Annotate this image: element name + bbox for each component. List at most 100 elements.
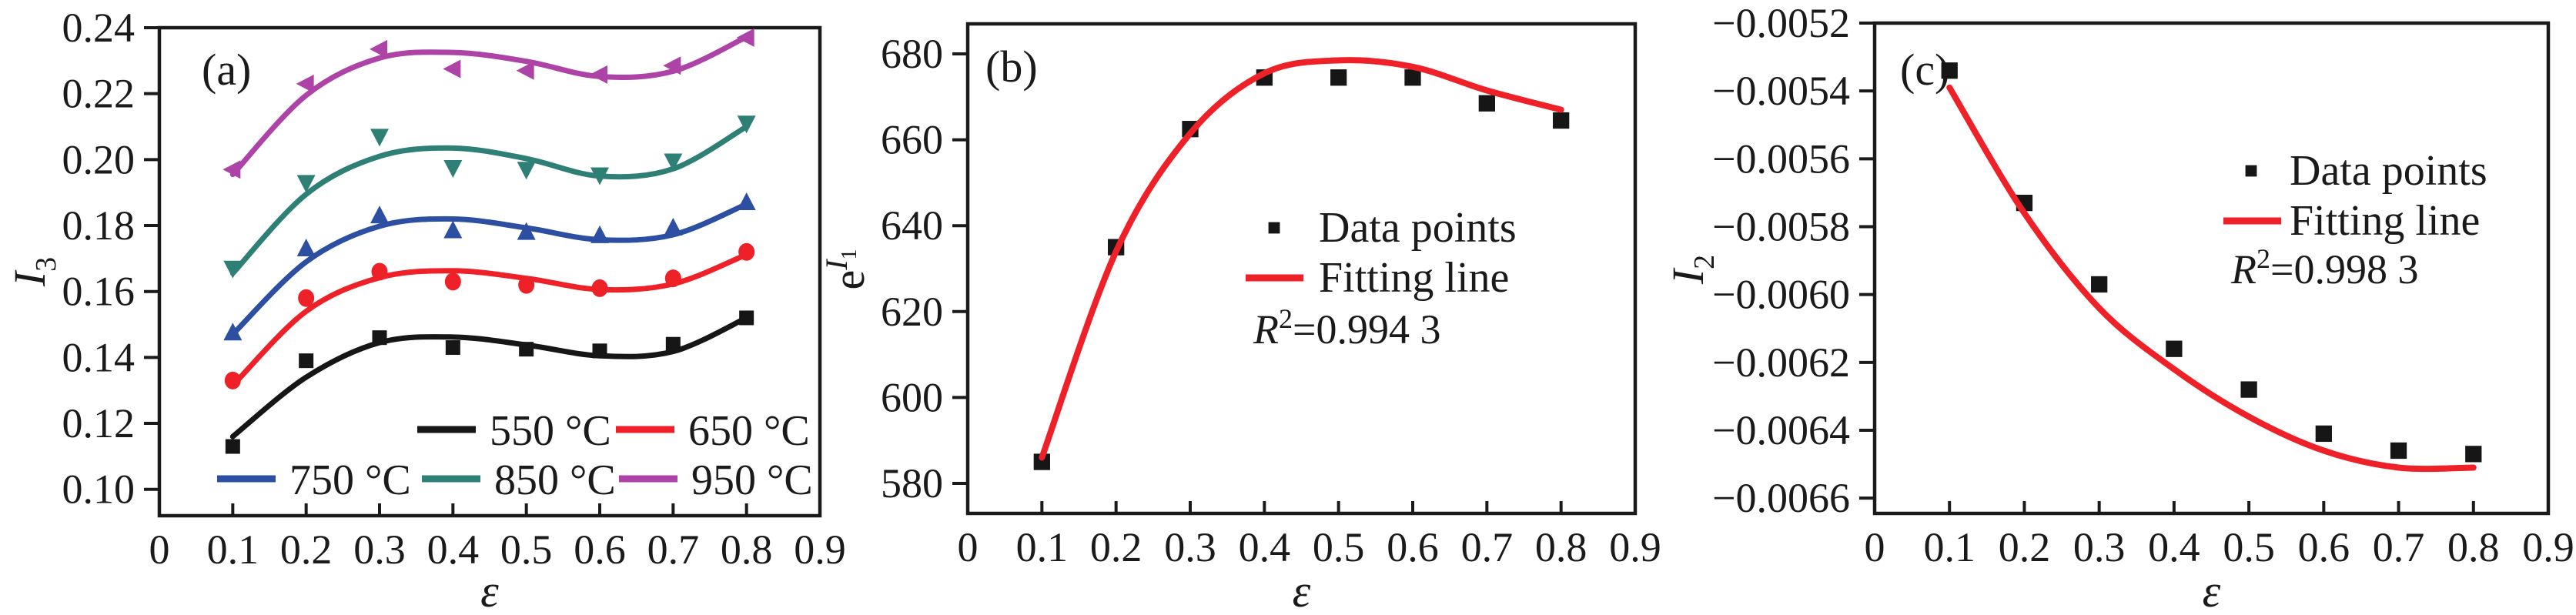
triangle-down-marker [664,153,683,172]
panel-c: 0 0.1 0.2 0.3 0.4 0.5 0.6 0.7 0.8 0.9−0.0052−0.00… [1663,0,2574,615]
triangle-up-marker [664,218,683,236]
series-950-°c [222,28,754,179]
x-tick-label: 0.7 [1461,524,1514,570]
square-marker [299,353,314,369]
x-tick-label: 0.6 [2298,524,2350,570]
square-marker [2091,276,2108,293]
square-marker [1033,453,1050,470]
y-tick-label: 0.18 [62,202,135,249]
y-axis: 580 600 620 640 660 680 [881,31,968,506]
square-marker [2240,381,2257,398]
circle-marker [664,269,681,288]
x-tick-label: 0 [958,524,979,570]
y-tick-label: 620 [881,289,943,335]
square-marker [2166,340,2183,357]
x-tick-label: 0.2 [1999,524,2051,570]
y-tick-label: 680 [881,31,943,77]
series-650-°c [224,242,755,389]
x-tick-label: 0.9 [1609,524,1661,570]
square-marker [225,439,240,454]
square-marker [2245,165,2257,177]
triangle-up-marker [296,239,316,257]
triangle-left-marker [736,28,754,47]
triangle-down-marker [223,260,243,279]
triangle-up-marker [370,206,389,224]
r-squared-value: R2=0.998 3 [2230,243,2418,292]
x-axis-label: ε [480,566,499,615]
triangle-left-marker [370,39,387,58]
y-tick-label: −0.0064 [1712,407,1850,453]
x-tick-label: 0.2 [1090,524,1142,570]
y-tick-label: 660 [881,117,943,163]
y-axis: 0.10 0.12 0.14 0.16 0.18 0.20 0.22 0.24 [62,5,159,513]
x-tick-label: 0.5 [2223,524,2275,570]
series-data-points [1941,62,2482,463]
legend-fitting-line-label: Fitting line [1319,254,1509,302]
y-axis-label: eI1 [819,249,874,289]
fit-curve [229,34,750,178]
circle-marker [444,272,461,291]
circle-marker [518,276,535,294]
y-tick-label: 640 [881,202,943,249]
y-tick-label: 580 [881,460,943,506]
triangle-left-marker [663,56,681,75]
square-marker [519,342,534,357]
circle-marker [298,289,315,307]
x-tick-label: 0.7 [2373,524,2425,570]
fitting-line [1039,57,1564,461]
square-marker [1268,222,1280,234]
legend-label: 950 °C [691,456,813,504]
x-axis-label: ε [1293,566,1311,615]
triangle-up-marker [590,225,609,243]
square-marker [445,340,460,356]
square-marker [739,310,754,326]
series-750-°c [223,192,756,341]
axes-box [157,25,822,518]
y-tick-label: 0.24 [62,5,135,51]
panel-letter: (a) [202,45,251,95]
legend: 550 °C 650 °C 750 °C 850 °C 950 °C [217,407,813,504]
triangle-down-marker [737,115,756,134]
y-tick-label: −0.0066 [1712,475,1850,521]
x-tick-label: 0.1 [1016,524,1069,570]
triangle-left-marker [296,74,314,93]
triangle-left-marker [590,65,607,84]
x-tick-label: 0.4 [1239,524,1291,570]
y-axis-label: I2 [1663,255,1721,285]
triangle-down-marker [443,160,463,179]
x-tick-label: 0.6 [1387,524,1439,570]
y-axis-label: I3 [5,257,62,287]
x-tick-label: 0.2 [280,526,333,573]
legend-data-points-label: Data points [2290,147,2487,195]
fit-curve [229,124,750,276]
x-tick-label: 0.8 [2447,524,2500,570]
x-tick-label: 0.9 [2522,524,2574,570]
y-tick-label: 0.10 [62,466,135,513]
y-tick-label: −0.0058 [1712,203,1850,249]
x-axis-label: ε [2203,566,2221,615]
triangle-left-marker [516,61,534,80]
x-tick-label: 0.6 [574,526,626,573]
triangle-up-marker [737,192,756,211]
y-tick-label: −0.0052 [1712,0,1850,46]
fitting-line [1946,84,2477,473]
x-tick-label: 0.4 [2148,524,2200,570]
circle-marker [591,279,608,297]
y-axis: −0.0052 −0.0054 −0.0056 −0.0058 −0.0060 −0.00… [1712,0,1875,521]
square-marker [372,330,387,346]
x-tick-label: 0.8 [1535,524,1587,570]
circle-marker [738,242,755,261]
x-tick-label: 0.3 [353,526,406,573]
triangle-left-marker [443,59,461,79]
square-marker [1330,69,1347,86]
triangle-down-marker [517,162,536,180]
x-tick-label: 0.3 [2073,524,2126,570]
square-marker [1404,69,1421,86]
panel-letter: (b) [985,42,1038,92]
y-tick-label: 0.20 [62,136,135,182]
triangle-left-marker [222,160,241,179]
